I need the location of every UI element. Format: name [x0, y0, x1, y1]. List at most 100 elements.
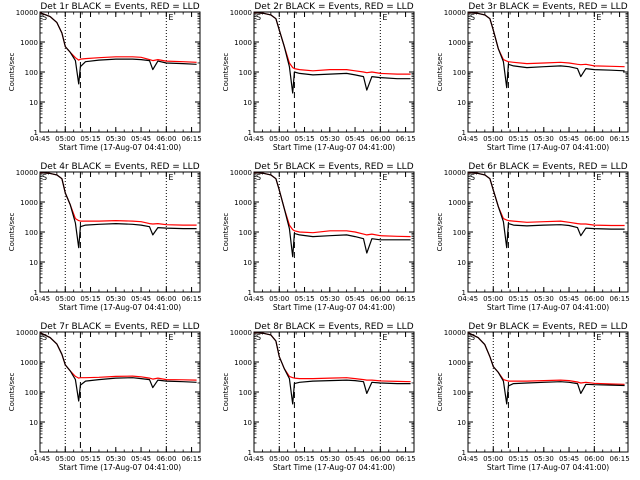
start-marker-label: S [470, 173, 475, 182]
chart-panel-4: Det 4r BLACK = Events, RED = LLD 1 10 100 10… [8, 162, 202, 312]
x-tick-label: 06:00 [370, 135, 390, 143]
y-tick-label: 100 [25, 229, 38, 237]
y-axis: 1 10 100 1000 10000 [230, 9, 414, 137]
chart-title: Det 2r BLACK = Events, RED = LLD [254, 2, 413, 12]
end-marker-label: E [382, 13, 387, 22]
x-tick-label: 06:15 [181, 295, 201, 303]
chart-panel-3: Det 3r BLACK = Events, RED = LLD 1 10 100 10… [436, 2, 630, 152]
x-axis: 04:45 05:00 05:15 05:30 05:45 06:00 06:15 [30, 172, 202, 303]
x-tick-label: 05:00 [483, 295, 503, 303]
y-tick-label: 10000 [444, 169, 466, 177]
y-tick-label: 100 [25, 389, 38, 397]
start-marker-label: S [256, 173, 261, 182]
y-axis-label: Counts/sec [222, 53, 230, 92]
y-tick-label: 1000 [234, 359, 252, 367]
x-axis: 04:45 05:00 05:15 05:30 05:45 06:00 06:15 [458, 172, 630, 303]
x-tick-label: 05:45 [131, 455, 151, 463]
y-tick-label: 1 [34, 449, 38, 457]
x-axis-label: Start Time (17-Aug-07 04:41:00) [59, 463, 181, 472]
y-tick-label: 10000 [16, 9, 38, 17]
x-tick-label: 05:30 [534, 135, 554, 143]
x-tick-label: 06:15 [395, 135, 415, 143]
y-tick-label: 10 [243, 419, 252, 427]
y-axis: 1 10 100 1000 10000 [444, 169, 628, 297]
events-series-line [467, 332, 625, 405]
x-tick-label: 05:15 [80, 455, 100, 463]
x-tick-label: 05:30 [106, 295, 126, 303]
chart-panel-7: Det 7r BLACK = Events, RED = LLD 1 10 100 10… [8, 322, 202, 472]
y-tick-label: 100 [25, 69, 38, 77]
y-tick-label: 10 [29, 259, 38, 267]
x-tick-label: 04:45 [244, 455, 264, 463]
x-tick-label: 05:00 [269, 135, 289, 143]
x-axis: 04:45 05:00 05:15 05:30 05:45 06:00 06:15 [458, 332, 630, 463]
x-tick-label: 05:45 [559, 135, 579, 143]
x-tick-label: 06:15 [609, 295, 629, 303]
y-tick-label: 1000 [20, 359, 38, 367]
x-axis-label: Start Time (17-Aug-07 04:41:00) [487, 143, 609, 152]
y-tick-label: 1000 [20, 199, 38, 207]
events-series-line [39, 12, 197, 85]
x-axis-label: Start Time (17-Aug-07 04:41:00) [273, 303, 395, 312]
y-axis-label: Counts/sec [8, 53, 16, 92]
chart-panel-5: Det 5r BLACK = Events, RED = LLD 1 10 100 10… [222, 162, 416, 312]
x-tick-label: 04:45 [458, 295, 478, 303]
x-tick-label: 05:00 [269, 455, 289, 463]
x-tick-label: 05:30 [106, 455, 126, 463]
x-tick-label: 05:45 [559, 295, 579, 303]
y-axis: 1 10 100 1000 10000 [444, 9, 628, 137]
y-tick-label: 1 [248, 449, 252, 457]
end-marker-label: E [596, 333, 601, 342]
y-tick-label: 10 [243, 99, 252, 107]
y-tick-label: 10 [457, 99, 466, 107]
x-tick-label: 06:15 [609, 455, 629, 463]
y-tick-label: 10 [29, 419, 38, 427]
y-axis-label: Counts/sec [436, 213, 444, 252]
end-marker-label: E [168, 333, 173, 342]
x-tick-label: 06:00 [156, 135, 176, 143]
plot-frame [39, 331, 201, 453]
chart-title: Det 8r BLACK = Events, RED = LLD [254, 322, 413, 332]
x-tick-label: 05:45 [345, 135, 365, 143]
chart-panel-6: Det 6r BLACK = Events, RED = LLD 1 10 100 10… [436, 162, 630, 312]
end-marker-label: E [382, 333, 387, 342]
x-axis: 04:45 05:00 05:15 05:30 05:45 06:00 06:15 [244, 172, 416, 303]
x-axis-label: Start Time (17-Aug-07 04:41:00) [273, 463, 395, 472]
plot-frame [467, 11, 629, 133]
chart-title: Det 5r BLACK = Events, RED = LLD [254, 162, 413, 172]
events-series-line [467, 12, 625, 89]
chart-title: Det 3r BLACK = Events, RED = LLD [468, 2, 627, 12]
x-tick-label: 06:00 [156, 455, 176, 463]
y-tick-label: 10 [457, 259, 466, 267]
events-series-line [253, 332, 411, 405]
chart-title: Det 7r BLACK = Events, RED = LLD [40, 322, 199, 332]
x-axis-label: Start Time (17-Aug-07 04:41:00) [487, 463, 609, 472]
x-tick-label: 05:15 [294, 295, 314, 303]
end-marker-label: E [596, 13, 601, 22]
y-tick-label: 100 [239, 389, 252, 397]
y-tick-label: 1 [248, 289, 252, 297]
events-series-line [253, 12, 411, 94]
y-tick-label: 10000 [444, 329, 466, 337]
start-marker-label: S [42, 13, 47, 22]
start-marker-label: S [470, 13, 475, 22]
y-tick-label: 1 [34, 289, 38, 297]
y-tick-label: 10000 [230, 329, 252, 337]
x-tick-label: 05:00 [483, 135, 503, 143]
plot-frame [467, 331, 629, 453]
x-axis: 04:45 05:00 05:15 05:30 05:45 06:00 06:15 [30, 332, 202, 463]
y-tick-label: 1 [462, 289, 466, 297]
events-series-line [39, 332, 197, 402]
y-axis: 1 10 100 1000 10000 [16, 169, 200, 297]
start-marker-label: S [42, 333, 47, 342]
x-tick-label: 05:45 [131, 135, 151, 143]
x-tick-label: 05:30 [320, 295, 340, 303]
y-axis-label: Counts/sec [436, 53, 444, 92]
x-tick-label: 06:15 [395, 455, 415, 463]
chart-panel-8: Det 8r BLACK = Events, RED = LLD 1 10 100 10… [222, 322, 416, 472]
x-tick-label: 05:00 [55, 295, 75, 303]
plot-frame [467, 171, 629, 293]
plot-frame [253, 171, 415, 293]
x-tick-label: 04:45 [30, 455, 50, 463]
x-tick-label: 05:15 [80, 295, 100, 303]
